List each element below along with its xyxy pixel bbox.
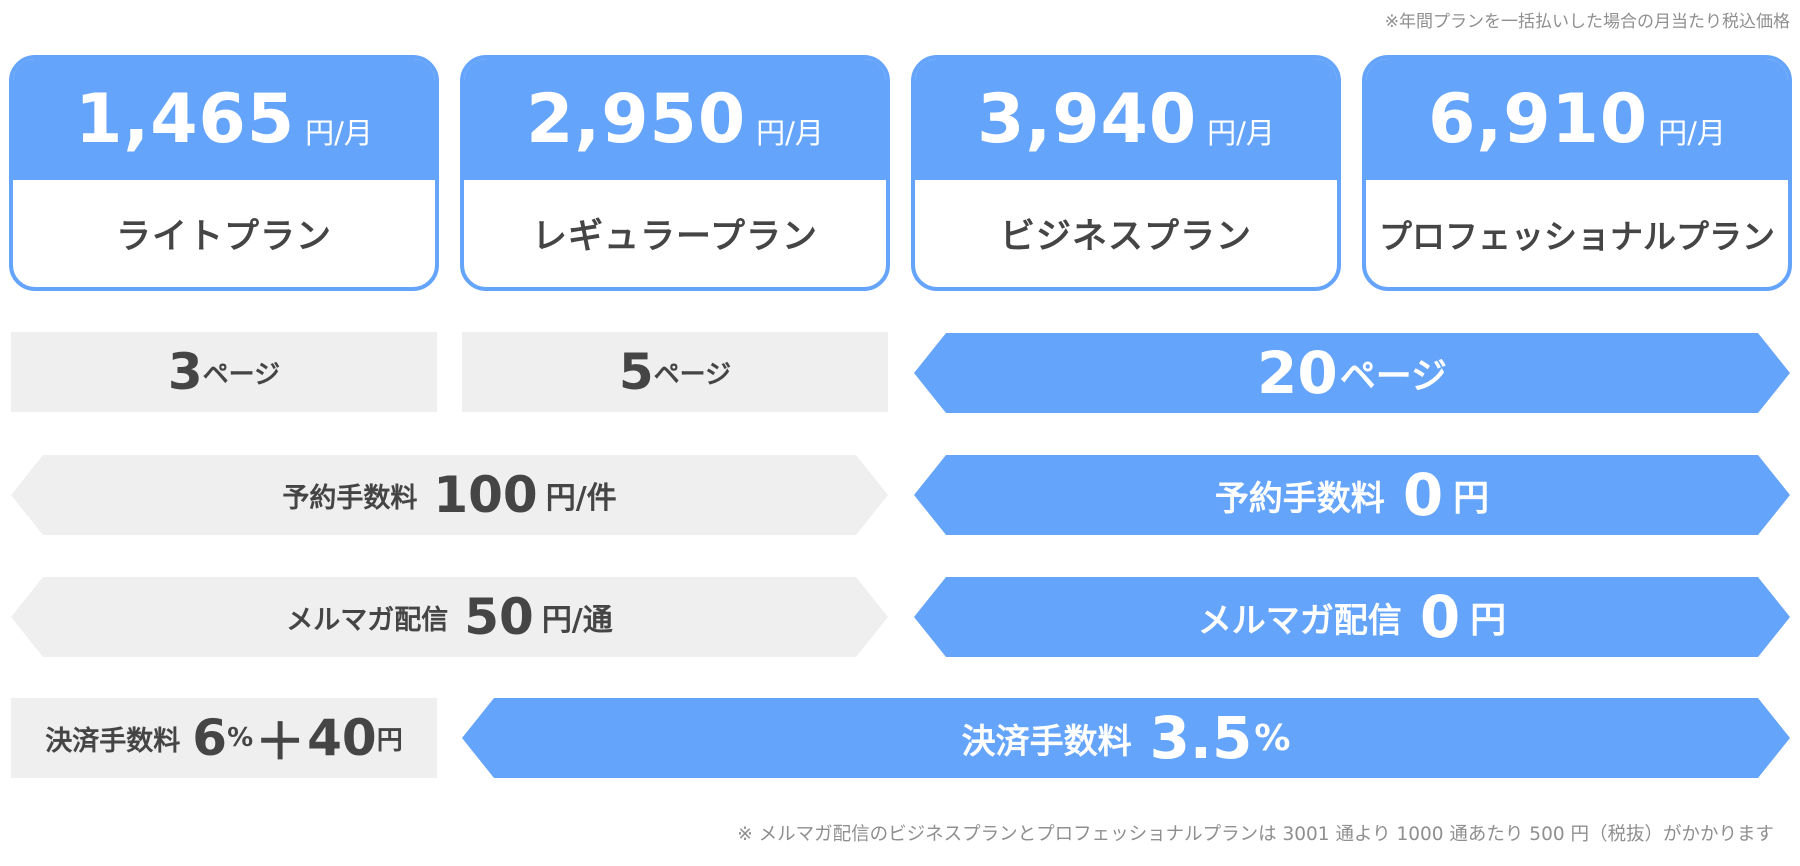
pages-light-bar: 3 ページ [11,332,437,412]
newsletter-unit: 円/通 [541,603,613,638]
reservation-fee-paid-bar: 予約手数料 100 円/件 [11,455,888,535]
pages-unit: ページ [653,359,732,390]
pages-regular-bar: 5 ページ [462,332,888,412]
plan-name: プロフェッショナルプラン [1379,216,1775,256]
price-band: 1,465 円/月 [13,59,435,180]
newsletter-value: 50 [464,588,534,646]
pages-unit: ページ [1339,356,1447,397]
payment-fee-label: 決済手数料 [45,725,181,757]
percent-sign: % [1254,717,1291,759]
newsletter-paid-bar: メルマガ配信 50 円/通 [11,577,888,657]
pages-count: 3 [167,343,203,401]
reservation-fee-unit: 円 [1453,478,1490,519]
reservation-fee-value: 0 [1402,461,1444,529]
newsletter-label: メルマガ配信 [1197,600,1402,641]
newsletter-free-bar: メルマガ配信 0 円 [914,577,1790,657]
reservation-fee-unit: 円/件 [545,481,617,516]
price-unit: 円/月 [1658,115,1726,150]
reservation-fee-label: 予約手数料 [282,482,418,514]
reservation-fee-value: 100 [433,466,538,524]
percent-sign: % [227,723,254,753]
payment-fee-value: 3.5 [1149,704,1253,772]
pages-count: 20 [1257,339,1338,407]
price-unit: 円/月 [1207,115,1275,150]
price-unit: 円/月 [305,115,373,150]
reservation-fee-free-bar: 予約手数料 0 円 [914,455,1790,535]
price-band: 2,950 円/月 [464,59,886,180]
plan-name: レギュラープラン [532,217,818,257]
reservation-fee-label: 予約手数料 [1214,478,1385,519]
plan-price: 3,940 [977,80,1198,159]
plan-price: 1,465 [75,80,296,159]
plan-name: ビジネスプラン [999,217,1252,257]
payment-fee-light-bar: 決済手数料 6 % ＋ 40 円 [11,698,437,778]
newsletter-note: ※ メルマガ配信のビジネスプランとプロフェッショナルプランは 3001 通より … [737,824,1774,845]
payment-fee-label: 決済手数料 [961,721,1132,762]
plan-name: ライトプラン [115,217,332,257]
newsletter-unit: 円 [1470,600,1507,641]
newsletter-value: 0 [1419,583,1461,651]
plan-card-light: 1,465 円/月 ライトプラン [9,55,439,291]
newsletter-label: メルマガ配信 [286,604,449,636]
plan-price: 2,950 [526,80,747,159]
plus-sign: ＋ [255,713,306,771]
price-unit: 円/月 [756,115,824,150]
payment-fee-fixed-value: 40 [307,709,377,767]
pages-unit: ページ [202,359,281,390]
plan-card-business: 3,940 円/月 ビジネスプラン [911,55,1341,291]
price-note: ※年間プランを一括払いした場合の月当たり税込価格 [1384,12,1790,32]
plan-price: 6,910 [1428,80,1649,159]
pages-count: 5 [618,343,654,401]
plan-card-professional: 6,910 円/月 プロフェッショナルプラン [1362,55,1792,291]
price-band: 3,940 円/月 [915,59,1337,180]
payment-fee-percent-value: 6 [192,709,228,767]
payment-fee-others-bar: 決済手数料 3.5 % [462,698,1790,778]
plan-card-regular: 2,950 円/月 レギュラープラン [460,55,890,291]
pages-business-pro-bar: 20 ページ [914,333,1790,413]
price-band: 6,910 円/月 [1366,59,1788,180]
payment-fee-unit: 円 [376,725,403,756]
